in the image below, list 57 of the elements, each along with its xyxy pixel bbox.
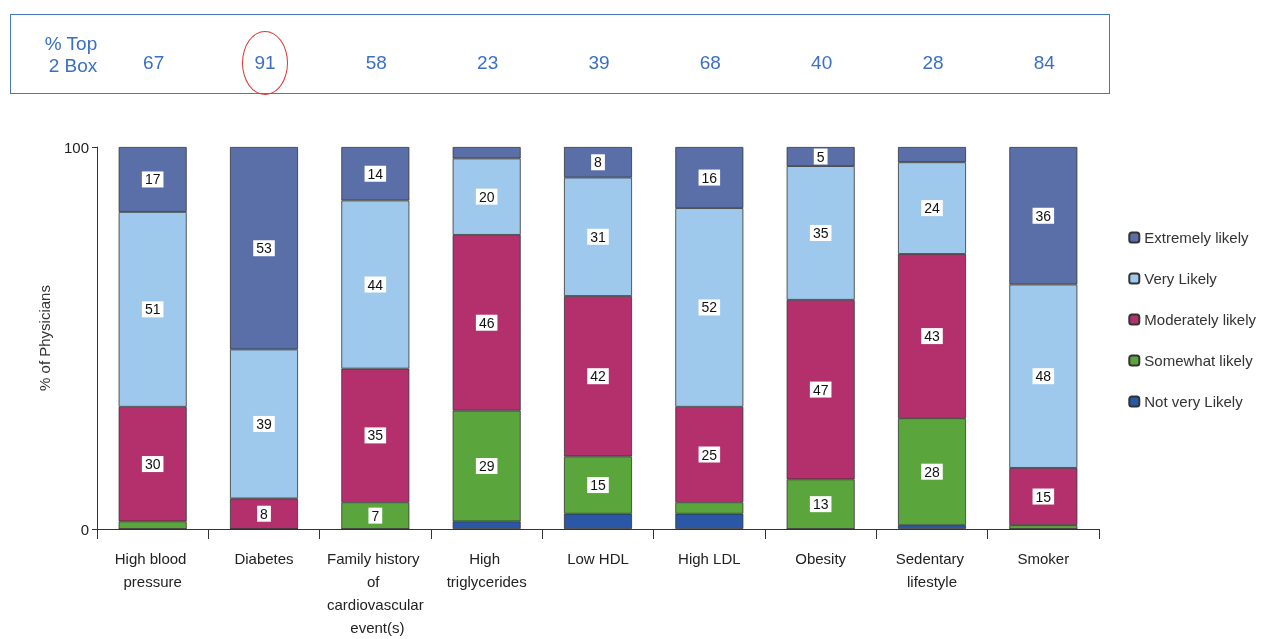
data-label: 17: [144, 171, 161, 188]
x-tick-label: Sedentary lifestyle: [895, 550, 969, 590]
data-label: 53: [256, 240, 272, 257]
text: 67: [143, 52, 165, 74]
data-label: 31: [590, 228, 606, 245]
text: 68: [699, 52, 721, 74]
legend-label: Somewhat likely: [1144, 352, 1254, 369]
data-label: 52: [701, 299, 718, 316]
x-tick-label: Smoker: [1017, 550, 1070, 567]
x-tick-label: Diabetes: [234, 550, 294, 567]
legend-label: Moderately likely: [1144, 311, 1257, 328]
x-tick-label: High blood pressure: [114, 550, 191, 590]
text: 39: [588, 52, 610, 74]
text: % Top 2 Box: [44, 33, 98, 77]
y-axis-title: % of Physicians: [36, 285, 53, 391]
data-label: 8: [594, 154, 603, 171]
text: 91: [254, 52, 276, 74]
text: 23: [477, 52, 499, 74]
data-label: 29: [478, 457, 495, 474]
data-label: 39: [256, 415, 272, 432]
data-label: 30: [144, 456, 161, 473]
text: 58: [365, 52, 387, 74]
text: 84: [1033, 52, 1055, 74]
data-label: 35: [812, 224, 829, 241]
data-label: 14: [367, 165, 384, 182]
data-label: 8: [260, 505, 269, 522]
data-label: 43: [924, 328, 940, 345]
data-label: 42: [590, 368, 606, 385]
data-label: 15: [1035, 488, 1052, 505]
data-label: 48: [1035, 368, 1052, 385]
data-label: 20: [478, 188, 495, 205]
x-tick-label: Obesity: [795, 550, 847, 567]
text: 28: [922, 52, 944, 74]
data-label: 16: [701, 169, 718, 186]
data-label: 15: [590, 477, 606, 494]
data-label: 5: [816, 148, 825, 165]
x-tick-label: High triglycerides: [446, 550, 527, 590]
data-label: 44: [367, 276, 384, 293]
x-tick-label: High LDL: [678, 550, 741, 567]
data-label: 13: [812, 496, 829, 513]
data-label: 51: [144, 301, 161, 318]
legend-label: Not very Likely: [1144, 393, 1244, 410]
text: 40: [811, 52, 833, 74]
legend-label: Extremely likely: [1144, 229, 1249, 246]
data-label: 25: [701, 446, 718, 463]
data-label: 28: [924, 463, 940, 480]
x-tick-label: Low HDL: [567, 550, 629, 567]
data-label: 7: [371, 507, 380, 524]
data-label: 36: [1035, 207, 1052, 224]
y-tick-label: 0: [80, 520, 89, 538]
data-label: 24: [924, 200, 940, 217]
legend-label: Very Likely: [1144, 270, 1218, 287]
data-label: 35: [367, 427, 384, 444]
x-tick-label: Family history of cardiovascular event(s): [326, 550, 424, 636]
data-label: 47: [812, 381, 829, 398]
data-label: 46: [478, 314, 495, 331]
y-tick-label: 100: [63, 138, 89, 156]
